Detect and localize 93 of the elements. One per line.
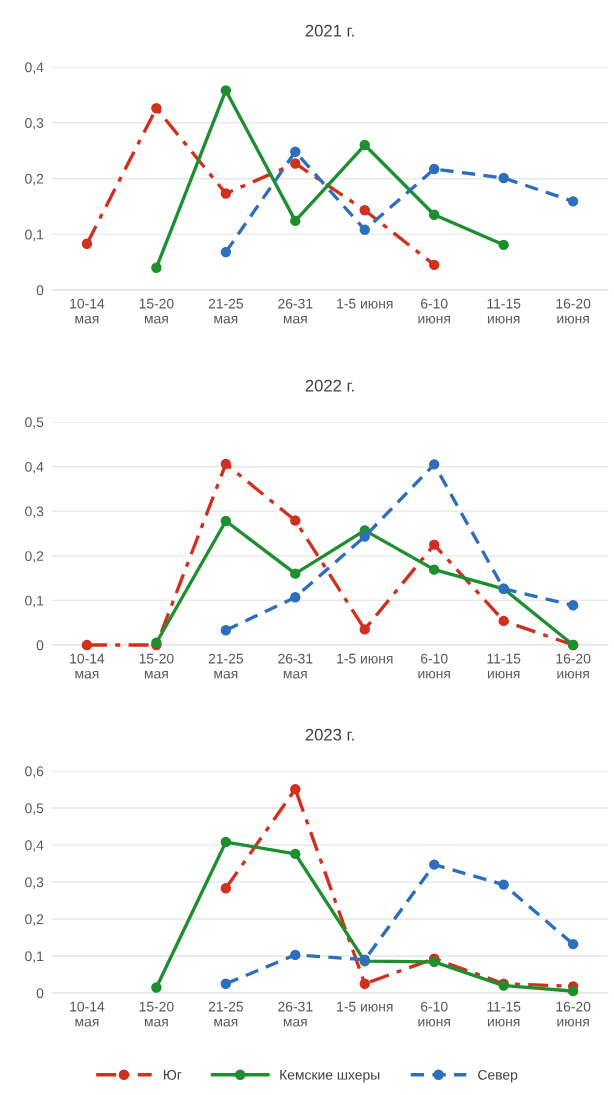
x-tick-label: 21-25 мая xyxy=(208,653,244,679)
point xyxy=(429,163,440,175)
x-tick-label: 6-10 июня xyxy=(418,1001,450,1027)
x-tick-label: 26-31 мая xyxy=(278,653,313,679)
point xyxy=(498,239,509,251)
point xyxy=(567,196,579,207)
x-tick-label: 21-25 мая xyxy=(208,298,244,324)
point xyxy=(220,246,232,258)
x-tick-label: 15-20 мая xyxy=(139,298,174,324)
x-tick-label: 16-20 июня xyxy=(556,653,591,679)
x-tick-label: 15-20 мая xyxy=(139,653,174,679)
point xyxy=(429,859,440,870)
y-tick-label: 0,1 xyxy=(25,951,44,963)
y-tick-label: 0,2 xyxy=(25,551,44,563)
y-tick-label: 0,1 xyxy=(25,229,44,242)
point xyxy=(290,146,301,157)
point xyxy=(151,262,162,273)
point xyxy=(429,956,440,968)
y-tick-label: 0 xyxy=(36,640,44,651)
point xyxy=(290,949,301,961)
legend-label: Кемские шхеры xyxy=(280,1070,380,1083)
x-tick-label: 26-31 мая xyxy=(278,1001,313,1027)
point xyxy=(290,568,301,579)
point xyxy=(359,531,370,542)
x-tick-label: 11-15 июня xyxy=(487,653,521,679)
point xyxy=(359,205,370,216)
x-tick-label: 16-20 июня xyxy=(556,1001,591,1027)
y-tick-label: 0,2 xyxy=(25,173,44,186)
x-tick-label: 6-10 июня xyxy=(418,653,450,679)
x-tick-label: 1-5 июня xyxy=(337,298,393,309)
x-tick-label: 11-15 июня xyxy=(487,298,521,324)
point xyxy=(290,848,301,860)
y-tick-label: 0,1 xyxy=(25,595,44,608)
chart-title: 2021 г. xyxy=(305,24,354,37)
y-tick-label: 0,5 xyxy=(25,417,44,429)
point xyxy=(429,209,440,220)
chart-title: 2022 г. xyxy=(305,379,354,392)
point xyxy=(220,978,232,989)
point xyxy=(359,624,370,635)
y-tick-label: 0 xyxy=(36,988,44,999)
point xyxy=(567,600,579,611)
point xyxy=(429,564,440,575)
point xyxy=(81,238,93,249)
point xyxy=(290,783,301,795)
point xyxy=(429,459,440,470)
x-tick-label: 26-31 мая xyxy=(278,298,313,324)
y-tick-label: 0,2 xyxy=(25,914,44,926)
y-tick-label: 0,5 xyxy=(25,803,44,815)
point xyxy=(151,982,162,993)
point xyxy=(151,103,162,114)
x-tick-label: 10-14 мая xyxy=(70,298,105,324)
point xyxy=(429,259,440,271)
point xyxy=(220,188,232,199)
chart-title: 2023 г. xyxy=(305,728,354,741)
point xyxy=(359,978,370,989)
y-tick-label: 0,3 xyxy=(25,506,44,519)
y-tick-label: 0,3 xyxy=(25,877,44,889)
point xyxy=(429,539,440,550)
point xyxy=(290,215,301,227)
point xyxy=(290,158,301,169)
legend-label: Юг xyxy=(163,1069,182,1080)
legend-label: Север xyxy=(478,1069,518,1083)
point xyxy=(359,224,370,235)
x-tick-label: 15-20 мая xyxy=(139,1001,174,1027)
x-tick-label: 21-25 мая xyxy=(208,1001,244,1027)
y-tick-label: 0 xyxy=(36,285,44,296)
x-tick-label: 16-20 июня xyxy=(556,298,591,324)
x-tick-label: 10-14 мая xyxy=(70,653,105,679)
point xyxy=(220,85,232,96)
point xyxy=(290,592,301,603)
point xyxy=(498,172,509,184)
point xyxy=(290,515,301,526)
point xyxy=(498,879,509,890)
point xyxy=(220,458,232,470)
point xyxy=(220,883,232,894)
point xyxy=(220,836,232,848)
point xyxy=(498,615,509,627)
point xyxy=(220,515,232,527)
y-tick-label: 0,4 xyxy=(25,62,44,74)
y-tick-label: 0,4 xyxy=(25,840,44,852)
point xyxy=(567,938,579,950)
point xyxy=(81,639,93,651)
x-tick-label: 10-14 мая xyxy=(70,1001,105,1027)
x-tick-label: 1-5 июня xyxy=(337,1001,393,1012)
y-tick-label: 0,3 xyxy=(25,118,44,130)
point xyxy=(567,985,579,997)
x-tick-label: 1-5 июня xyxy=(337,653,393,664)
x-tick-label: 6-10 июня xyxy=(418,298,450,324)
x-tick-label: 11-15 июня xyxy=(487,1001,521,1027)
y-tick-label: 0,6 xyxy=(25,766,44,778)
point xyxy=(220,625,232,636)
y-tick-label: 0,4 xyxy=(25,461,44,474)
point xyxy=(359,139,370,151)
